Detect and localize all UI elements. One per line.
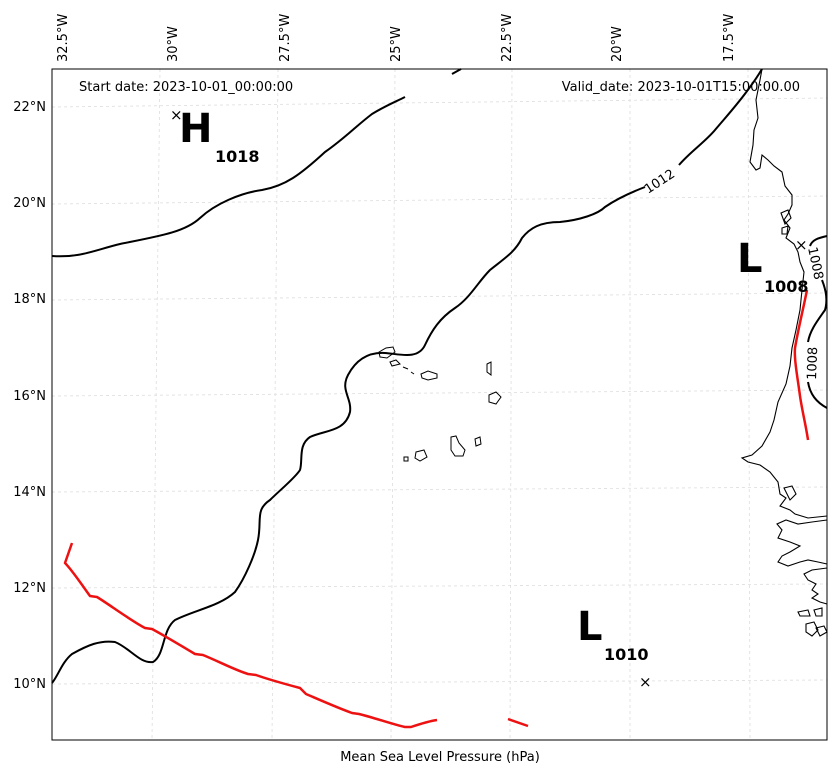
isobar-1008-east-b — [807, 279, 828, 343]
isobar-1008-east-a — [809, 235, 828, 247]
pressure-center-high: × H 1018 — [170, 106, 260, 166]
lat-tick-label: 20°N — [13, 196, 46, 211]
lat-tick-label: 12°N — [13, 581, 46, 596]
island — [488, 391, 502, 405]
isobar-label: 1008 — [805, 347, 821, 381]
lat-tick-label: 22°N — [13, 100, 46, 115]
isobar-1012-north-tip — [451, 68, 462, 75]
coastline — [797, 609, 811, 617]
coastline — [780, 209, 792, 225]
center-type-letter: L — [577, 604, 603, 650]
coastline — [783, 485, 797, 501]
lat-tick-label: 10°N — [13, 677, 46, 692]
lat-tick-label: 14°N — [13, 485, 46, 500]
isobar-1012-east — [678, 68, 763, 166]
island — [450, 435, 466, 457]
coastline — [803, 567, 828, 605]
coastline — [813, 607, 823, 617]
lat-tick-label: 16°N — [13, 389, 46, 404]
island — [474, 436, 482, 447]
trough-south-segment — [507, 717, 529, 728]
island — [378, 346, 396, 359]
valid-date-label: Valid_date: 2023-10-01T15:00:00.00 — [562, 80, 800, 95]
map-frame — [51, 68, 828, 741]
islands — [378, 346, 502, 462]
graticule — [51, 68, 828, 741]
isobar-1008-east-c — [807, 381, 828, 409]
center-marker-x: × — [639, 673, 652, 691]
isobar-label: 1012 — [642, 167, 678, 198]
coastline — [815, 625, 828, 637]
isobar-1012-main — [51, 186, 646, 684]
center-type-letter: L — [737, 236, 763, 282]
island — [414, 449, 428, 462]
latitude-ticks: 22°N 20°N 18°N 16°N 14°N 12°N 10°N — [13, 100, 46, 692]
lon-tick-label: 25°W — [389, 26, 404, 62]
trough-east — [793, 289, 810, 441]
coastline-africa — [740, 68, 828, 637]
island — [402, 366, 415, 375]
center-pressure-value: 1008 — [764, 277, 809, 296]
island — [389, 359, 401, 367]
isobar-1012-north — [51, 96, 406, 258]
isobars — [51, 68, 828, 684]
lon-tick-label: 22.5°W — [500, 14, 515, 62]
lon-tick-label: 30°W — [166, 26, 181, 62]
island — [486, 361, 492, 376]
troughs — [63, 289, 810, 729]
center-marker-x: × — [795, 236, 808, 254]
map-caption: Mean Sea Level Pressure (hPa) — [340, 750, 540, 765]
coastline — [781, 225, 789, 235]
lat-tick-label: 18°N — [13, 292, 46, 307]
center-pressure-value: 1010 — [604, 645, 649, 664]
lon-tick-label: 20°W — [610, 26, 625, 62]
longitude-ticks: 32.5°W 30°W 27.5°W 25°W 22.5°W 20°W 17.5… — [56, 14, 737, 62]
island — [403, 456, 409, 462]
isobar-label: 1008 — [804, 246, 826, 281]
coastline — [805, 621, 819, 637]
lon-tick-label: 27.5°W — [278, 14, 293, 62]
coastline — [776, 519, 828, 567]
center-marker-x: × — [170, 106, 183, 124]
lon-tick-label: 32.5°W — [56, 14, 71, 62]
center-type-letter: H — [179, 106, 212, 152]
center-pressure-value: 1018 — [215, 147, 260, 166]
pressure-center-low-east: × L 1008 — [737, 236, 809, 296]
coastline — [740, 68, 828, 519]
trough-southwest — [63, 542, 438, 729]
pressure-center-low-south: × L 1010 — [577, 604, 652, 691]
island — [420, 370, 438, 381]
start-date-label: Start date: 2023-10-01_00:00:00 — [79, 80, 293, 95]
lon-tick-label: 17.5°W — [722, 14, 737, 62]
